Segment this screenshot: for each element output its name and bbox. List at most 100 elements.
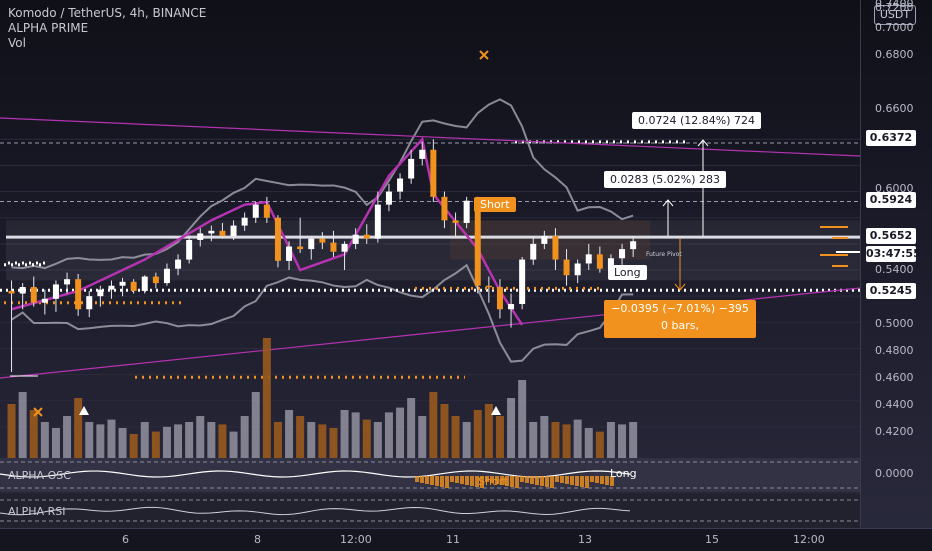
candle-body <box>141 276 148 291</box>
price-tick: 0.7200 <box>875 1 914 14</box>
candle-body <box>319 238 326 243</box>
candle-body <box>619 249 626 259</box>
osc-histogram-bar <box>500 476 504 485</box>
candle-body <box>541 236 548 244</box>
indicator-volume[interactable]: Vol <box>8 36 26 50</box>
candle-body <box>474 200 481 286</box>
candle-body <box>574 263 581 276</box>
price-tick: 0.6000 <box>875 182 914 195</box>
time-axis[interactable]: 6 8 12:00 11 13 15 12:00 <box>0 528 932 551</box>
price-axis[interactable]: 0.7400 0.7200 0.7000 0.6800 0.6600 0.600… <box>860 0 932 528</box>
time-tick: 13 <box>578 533 592 546</box>
symbol-title: Komodo / TetherUS, 4h, BINANCE <box>8 6 207 20</box>
candle-body <box>397 178 404 192</box>
volume-bar <box>85 422 94 458</box>
volume-bar <box>96 424 105 458</box>
osc-histogram-bar <box>440 476 444 487</box>
rsi-pane-label: ALPHA RSI <box>8 505 66 518</box>
currency-selector[interactable]: USDT <box>874 5 916 25</box>
price-tick: 0.7000 <box>875 21 914 34</box>
measure-lower-line2: 0 bars, <box>661 319 699 332</box>
volume-bar <box>373 422 382 458</box>
osc-histogram-bar <box>510 476 514 487</box>
osc-histogram-bar <box>550 476 554 488</box>
osc-histogram-bar <box>575 476 579 486</box>
volume-bar <box>518 380 527 458</box>
volume-bar <box>140 422 149 458</box>
volume-bar <box>407 398 416 458</box>
upper-band <box>11 98 634 270</box>
osc-histogram-bar <box>445 476 449 488</box>
osc-histogram-bar <box>530 476 534 484</box>
candle-body <box>352 234 359 244</box>
oscillator-panes <box>0 461 860 522</box>
volume-bar <box>551 422 560 458</box>
osc-histogram-bar <box>450 476 454 482</box>
overlay-markers <box>8 50 709 417</box>
volume-bar <box>151 431 160 458</box>
osc-histogram-bar <box>485 476 489 482</box>
measure-middle[interactable]: 0.0283 (5.02%) 283 <box>604 171 727 188</box>
candle-body <box>519 259 526 305</box>
volume-bar <box>273 422 282 458</box>
candle-body <box>607 258 614 269</box>
volume-bar <box>29 410 38 458</box>
osc-histogram-bar <box>455 476 459 483</box>
future-pivot-label: Future Pivot <box>646 251 682 258</box>
osc-histogram-bar <box>435 476 439 486</box>
osc-histogram-bar <box>590 476 594 482</box>
candle-body <box>585 254 592 264</box>
measure-lower[interactable]: −0.0395 (−7.01%) −395 0 bars, <box>604 300 756 338</box>
price-tick: 0.6600 <box>875 102 914 115</box>
volume-bar <box>285 410 294 458</box>
support-resistance-levels <box>0 117 861 379</box>
candle-body <box>508 304 515 310</box>
volume-bar <box>451 416 460 458</box>
chart-legend: Komodo / TetherUS, 4h, BINANCE ALPHA PRI… <box>8 6 206 51</box>
candle-body <box>230 225 237 237</box>
candle-body <box>119 281 126 286</box>
candle-body <box>441 196 448 221</box>
candle-body <box>263 204 270 218</box>
sell-cross <box>33 407 43 417</box>
osc-histogram-bar <box>610 476 614 486</box>
candle-body <box>186 239 193 260</box>
volume-bar <box>107 419 116 458</box>
candle-body <box>596 254 603 269</box>
volume-bar <box>618 424 627 458</box>
price-tick: 0.5000 <box>875 317 914 330</box>
candle-body <box>108 285 115 290</box>
volume-bar <box>340 410 349 458</box>
measure-arrow-head <box>697 139 709 147</box>
candle-body <box>41 298 48 303</box>
volume-bar <box>174 424 183 458</box>
price-tag-0592: 0.5924 <box>866 192 916 208</box>
osc-histogram-bar <box>565 476 569 484</box>
measure-upper[interactable]: 0.0724 (12.84%) 724 <box>632 112 762 129</box>
osc-histogram-bar <box>560 476 564 483</box>
volume-bar <box>351 412 360 458</box>
volume-bar <box>207 422 216 458</box>
candle-body <box>86 296 93 310</box>
short-signal-label: Short <box>474 197 516 212</box>
candle-body <box>19 287 26 294</box>
volume-bar <box>251 392 260 458</box>
time-tick: 12:00 <box>793 533 825 546</box>
osc-histogram-bar <box>470 476 474 486</box>
time-tick: 8 <box>254 533 261 546</box>
long-signal-label: Long <box>608 265 647 280</box>
candle-body <box>252 204 259 218</box>
candle-body <box>197 233 204 240</box>
osc-short-label: Short <box>478 475 508 488</box>
volume-bar <box>40 422 49 458</box>
candle-body <box>452 220 459 223</box>
indicator-alpha-prime[interactable]: ALPHA PRIME <box>8 21 89 35</box>
measure-arrow-head <box>662 199 674 207</box>
osc-histogram-bar <box>600 476 604 484</box>
measure-lower-line1: −0.0395 (−7.01%) −395 <box>611 302 749 315</box>
upper-trendline <box>0 117 861 157</box>
volume-bar <box>562 424 571 458</box>
candle-body <box>286 246 293 261</box>
price-tick: 0.7400 <box>875 0 914 10</box>
